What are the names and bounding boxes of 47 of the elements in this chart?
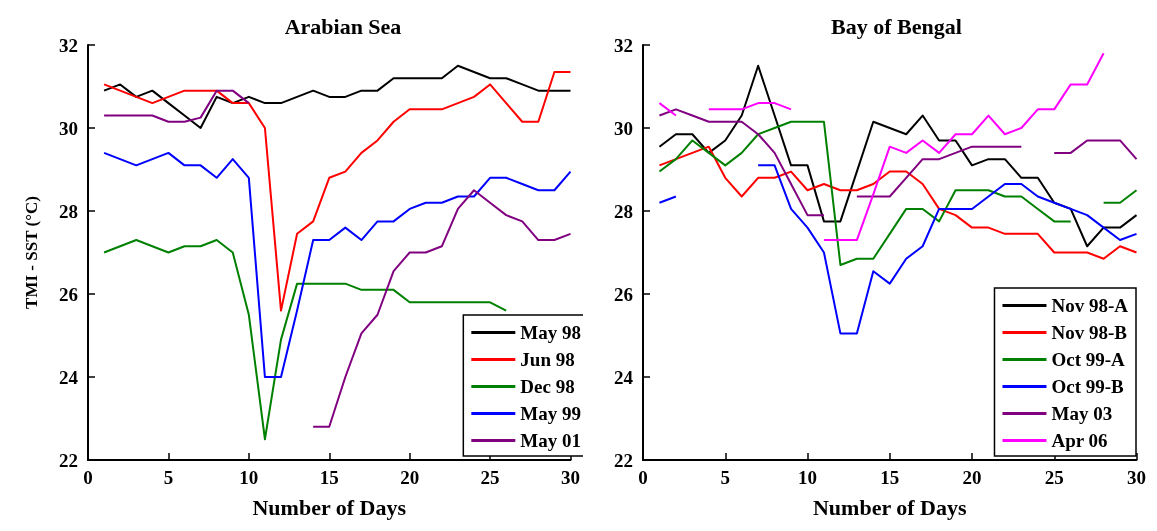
y-tick-label: 26: [59, 283, 78, 305]
y-tick-label: 32: [59, 34, 78, 56]
line-series: [103, 70, 572, 312]
x-tick-label: 30: [1127, 467, 1146, 488]
y-tick-label: 22: [614, 449, 633, 471]
y-tick-label: 28: [59, 200, 78, 222]
y-tick-label: 22: [59, 449, 78, 471]
x-tick-label: 5: [720, 467, 730, 488]
x-axis-title: Number of Days: [252, 494, 407, 520]
x-axis-title: Number of Days: [812, 494, 967, 520]
legend-label: Nov 98-B: [1051, 322, 1128, 343]
line-series: [658, 145, 1138, 260]
legend-label: May 03: [1051, 403, 1113, 424]
line-series: [103, 239, 508, 441]
y-axis-title: TMI - SST (°C): [22, 196, 41, 309]
line-series: [658, 64, 1138, 248]
chart-title: Arabian Sea: [284, 13, 402, 39]
legend-label: May 99: [520, 403, 581, 424]
legend-label: Jun 98: [520, 349, 575, 370]
legend-label: May 98: [520, 322, 581, 343]
y-tick-label: 30: [59, 117, 78, 139]
legend-label: Oct 99-A: [1051, 349, 1126, 370]
x-tick-label: 25: [480, 467, 500, 488]
x-tick-label: 0: [638, 467, 648, 488]
y-tick-label: 24: [614, 366, 634, 388]
x-tick-label: 20: [400, 467, 420, 488]
x-tick-label: 15: [319, 467, 339, 488]
x-tick-label: 10: [239, 467, 259, 488]
x-tick-label: 0: [83, 467, 93, 488]
legend-label: May 01: [520, 430, 581, 451]
x-tick-label: 20: [962, 467, 982, 488]
line-series: [103, 64, 572, 129]
y-tick-label: 26: [614, 283, 633, 305]
legend-label: Nov 98-A: [1051, 295, 1129, 316]
legend-label: Oct 99-B: [1051, 376, 1125, 397]
x-tick-label: 5: [163, 467, 174, 488]
y-tick-label: 32: [614, 34, 633, 56]
chart-title: Bay of Bengal: [831, 13, 962, 39]
y-tick-label: 30: [614, 117, 633, 139]
x-tick-label: 10: [798, 467, 817, 488]
x-tick-label: 25: [1044, 467, 1064, 488]
x-tick-label: 30: [561, 467, 580, 488]
y-tick-label: 28: [614, 200, 633, 222]
y-tick-label: 24: [59, 366, 79, 388]
legend-label: Dec 98: [520, 376, 575, 397]
x-tick-label: 15: [880, 467, 900, 488]
legend-label: Apr 06: [1051, 430, 1108, 451]
